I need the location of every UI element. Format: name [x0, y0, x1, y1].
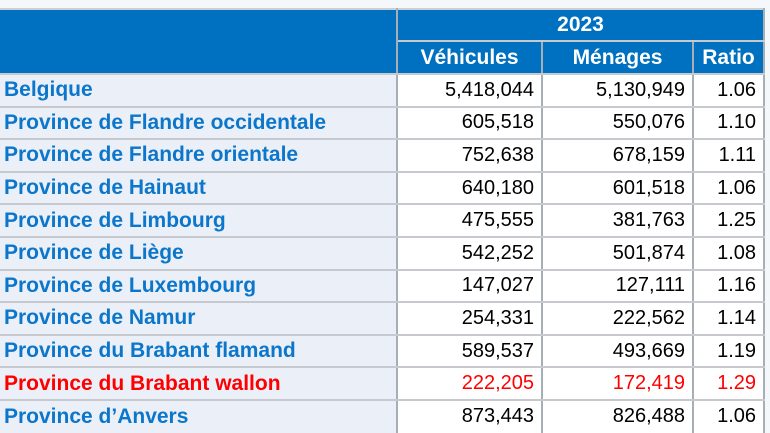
table-row: Province de Hainaut 640,180 601,518 1.06	[0, 171, 766, 206]
data-table: 2023 Véhicules Ménages Ratio Belgique 5,…	[0, 8, 766, 433]
row-label-cell[interactable]: Province de Flandre orientale	[0, 139, 398, 173]
ratio-cell[interactable]: 1.06	[693, 171, 766, 206]
ratio-cell[interactable]: 1.14	[693, 302, 766, 336]
row-label-cell[interactable]: Belgique	[0, 74, 398, 108]
vehicules-cell[interactable]: 542,252	[397, 236, 543, 271]
year-header-cell[interactable]: 2023	[397, 8, 766, 42]
ratio-cell[interactable]: 1.16	[693, 269, 766, 304]
menages-cell[interactable]: 381,763	[542, 204, 694, 238]
menages-cell[interactable]: 550,076	[542, 106, 694, 141]
row-label-cell[interactable]: Province du Brabant wallon	[0, 367, 398, 401]
ratio-cell[interactable]: 1.25	[693, 204, 766, 238]
vehicules-cell[interactable]: 640,180	[397, 171, 543, 206]
table-row: Belgique 5,418,044 5,130,949 1.06	[0, 74, 766, 108]
col-header-vehicules[interactable]: Véhicules	[397, 41, 543, 75]
menages-cell[interactable]: 501,874	[542, 236, 694, 271]
menages-cell[interactable]: 5,130,949	[542, 74, 694, 108]
vehicules-cell[interactable]: 475,555	[397, 204, 543, 238]
vehicules-cell[interactable]: 752,638	[397, 139, 543, 173]
vehicules-cell[interactable]: 5,418,044	[397, 74, 543, 108]
col-header-ratio[interactable]: Ratio	[693, 41, 766, 75]
table-row: Province de Limbourg 475,555 381,763 1.2…	[0, 204, 766, 238]
row-label-cell[interactable]: Province de Luxembourg	[0, 269, 398, 304]
row-label-cell[interactable]: Province de Liège	[0, 236, 398, 271]
ratio-cell[interactable]: 1.19	[693, 334, 766, 369]
table-row-highlighted: Province du Brabant wallon 222,205 172,4…	[0, 367, 766, 401]
row-label-cell[interactable]: Province du Brabant flamand	[0, 334, 398, 369]
vehicules-cell[interactable]: 222,205	[397, 367, 543, 401]
corner-header-cell[interactable]	[0, 8, 398, 75]
menages-cell[interactable]: 826,488	[542, 399, 694, 433]
row-label-cell[interactable]: Province de Hainaut	[0, 171, 398, 206]
row-label-cell[interactable]: Province de Namur	[0, 302, 398, 336]
ratio-cell[interactable]: 1.11	[693, 139, 766, 173]
table-row: Province du Brabant flamand 589,537 493,…	[0, 334, 766, 369]
ratio-cell[interactable]: 1.08	[693, 236, 766, 271]
menages-cell[interactable]: 127,111	[542, 269, 694, 304]
menages-cell[interactable]: 601,518	[542, 171, 694, 206]
row-label-cell[interactable]: Province de Flandre occidentale	[0, 106, 398, 141]
ratio-cell[interactable]: 1.10	[693, 106, 766, 141]
row-label-cell[interactable]: Province de Limbourg	[0, 204, 398, 238]
menages-cell[interactable]: 222,562	[542, 302, 694, 336]
table-row: Province de Liège 542,252 501,874 1.08	[0, 236, 766, 271]
vehicules-cell[interactable]: 147,027	[397, 269, 543, 304]
table-row: Province de Flandre occidentale 605,518 …	[0, 106, 766, 141]
vehicules-cell[interactable]: 589,537	[397, 334, 543, 369]
ratio-cell[interactable]: 1.29	[693, 367, 766, 401]
vehicules-cell[interactable]: 605,518	[397, 106, 543, 141]
table-row: Province de Namur 254,331 222,562 1.14	[0, 302, 766, 336]
menages-cell[interactable]: 172,419	[542, 367, 694, 401]
ratio-cell[interactable]: 1.06	[693, 74, 766, 108]
table-row: Province de Luxembourg 147,027 127,111 1…	[0, 269, 766, 304]
menages-cell[interactable]: 678,159	[542, 139, 694, 173]
menages-cell[interactable]: 493,669	[542, 334, 694, 369]
ratio-cell[interactable]: 1.06	[693, 399, 766, 433]
table-row: Province de Flandre orientale 752,638 67…	[0, 139, 766, 173]
col-header-menages[interactable]: Ménages	[542, 41, 694, 75]
vehicules-cell[interactable]: 254,331	[397, 302, 543, 336]
table-row: Province d’Anvers 873,443 826,488 1.06	[0, 399, 766, 433]
vehicules-cell[interactable]: 873,443	[397, 399, 543, 433]
row-label-cell[interactable]: Province d’Anvers	[0, 399, 398, 433]
